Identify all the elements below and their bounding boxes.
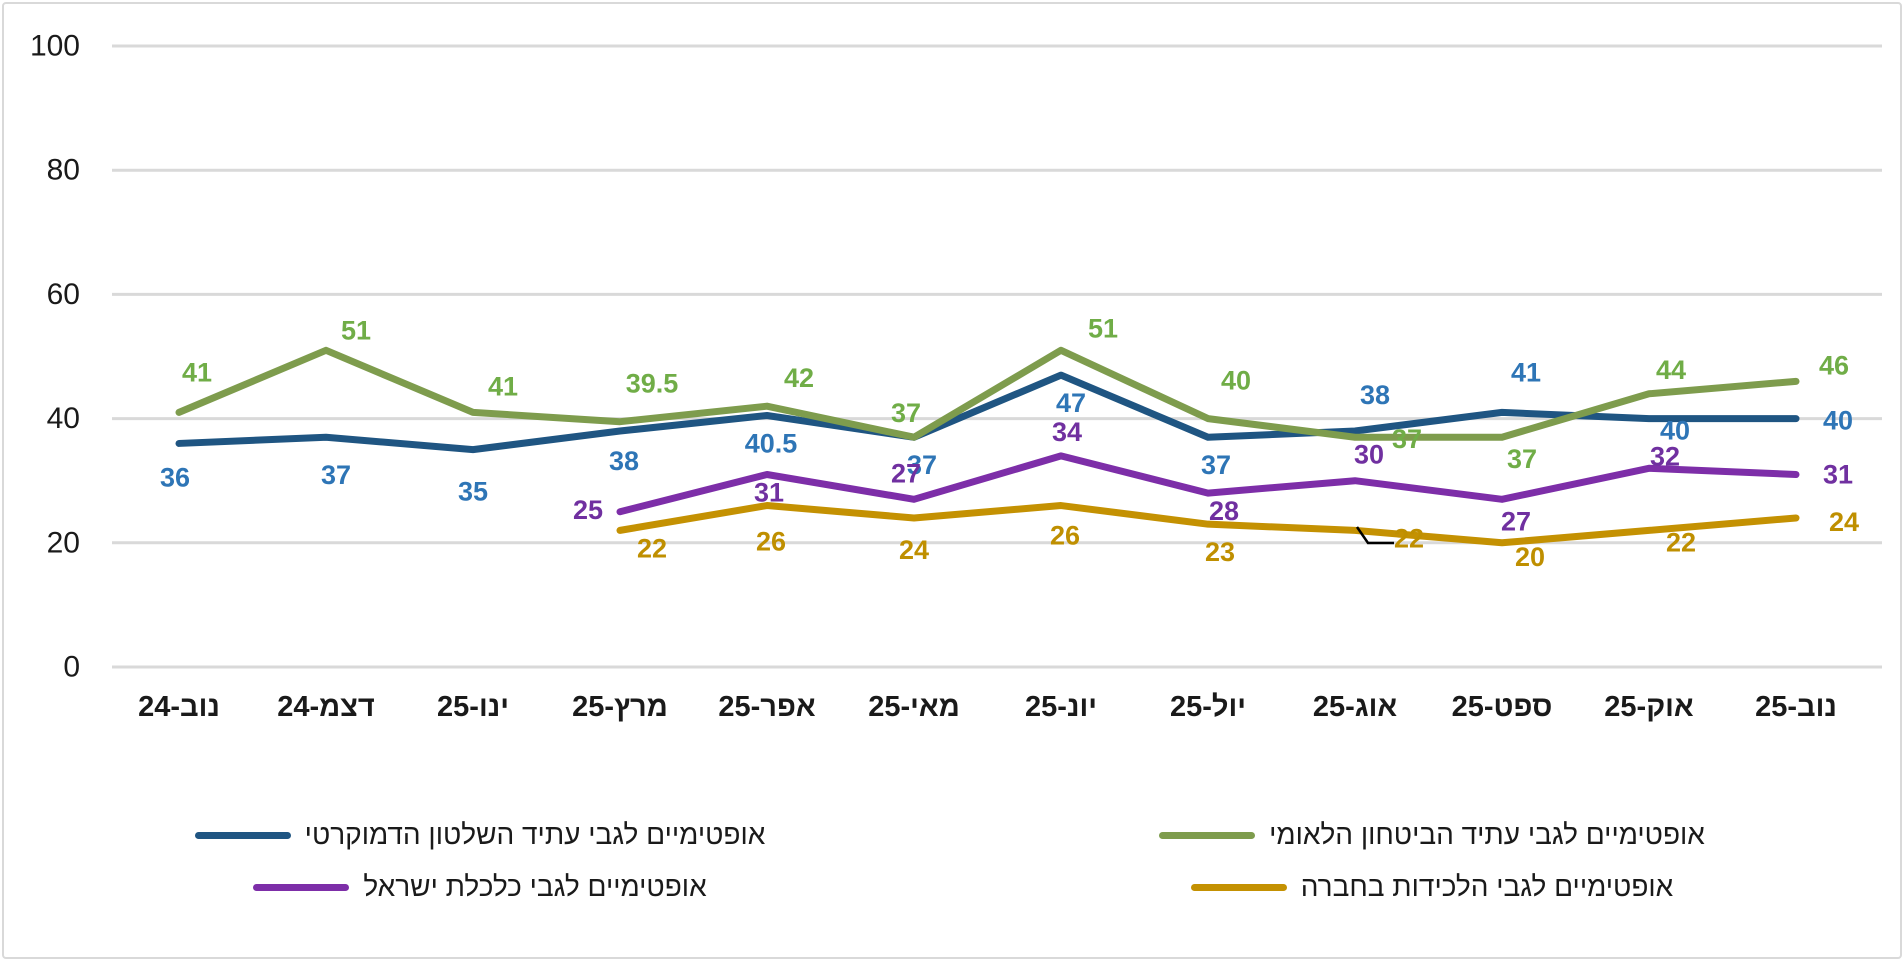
- data-label: 32: [1650, 441, 1680, 471]
- legend-item: אופטימיים לגבי עתיד השלטון הדמוקרטי: [4, 819, 956, 851]
- x-tick-label: מרץ-25: [572, 691, 668, 723]
- y-tick-label: 80: [47, 154, 80, 187]
- data-label: 46: [1819, 350, 1849, 380]
- data-label: 41: [182, 357, 212, 387]
- x-tick-label: ינו-25: [437, 691, 509, 723]
- legend-line-swatch: [253, 883, 350, 891]
- data-label: 22: [1394, 523, 1424, 553]
- data-label: 22: [637, 533, 667, 563]
- data-label: 37: [891, 398, 921, 428]
- data-label: 31: [1823, 459, 1853, 489]
- data-label: 24: [1829, 507, 1859, 537]
- data-label: 51: [1088, 313, 1118, 343]
- x-tick-label: יונ-25: [1025, 691, 1097, 723]
- data-label: 41: [1511, 357, 1541, 387]
- data-label: 37: [1392, 424, 1422, 454]
- data-label: 40: [1660, 416, 1690, 446]
- data-label: 28: [1209, 496, 1239, 526]
- data-label: 44: [1656, 355, 1686, 385]
- legend-label: אופטימיים לגבי עתיד השלטון הדמוקרטי: [304, 819, 766, 850]
- data-label: 39.5: [626, 369, 679, 399]
- legend-line-swatch: [1159, 831, 1256, 839]
- legend-label: אופטימיים לגבי הלכידות בחברה: [1300, 871, 1674, 902]
- data-label: 42: [784, 363, 814, 393]
- data-label: 36: [160, 462, 190, 492]
- legend-item: אופטימיים לגבי עתיד הביטחון הלאומי: [956, 819, 1904, 851]
- legend-label: אופטימיים לגבי עתיד הביטחון הלאומי: [1269, 819, 1705, 850]
- x-tick-label: יול-25: [1170, 691, 1246, 723]
- legend-line-swatch: [1190, 883, 1287, 891]
- x-tick-label: אפר-25: [718, 691, 816, 723]
- data-label: 22: [1666, 527, 1696, 557]
- data-label: 34: [1052, 417, 1082, 447]
- label-leader-line: [1355, 526, 1394, 545]
- data-label: 40: [1823, 406, 1853, 436]
- legend-item: אופטימיים לגבי הלכידות בחברה: [956, 871, 1904, 903]
- data-label: 38: [1360, 380, 1390, 410]
- x-tick-label: דצמ-24: [277, 691, 375, 723]
- data-label: 31: [754, 477, 784, 507]
- data-label: 37: [321, 460, 351, 490]
- chart-legend: אופטימיים לגבי עתיד השלטון הדמוקרטי אופטי…: [4, 819, 1904, 903]
- legend-item: אופטימיים לגבי כלכלת ישראל: [4, 871, 956, 903]
- y-tick-label: 60: [47, 278, 80, 311]
- data-label: 38: [609, 446, 639, 476]
- data-label: 26: [756, 527, 786, 557]
- data-label: 25: [573, 495, 603, 525]
- series-line: [616, 452, 1800, 516]
- data-label: 41: [488, 371, 518, 401]
- data-label: 23: [1205, 537, 1235, 567]
- data-label: 37: [1201, 450, 1231, 480]
- data-label: 47: [1056, 388, 1086, 418]
- x-tick-label: נוב-24: [138, 691, 220, 723]
- data-label: 51: [341, 315, 371, 345]
- data-label: 37: [907, 450, 937, 480]
- series-line: [175, 346, 1800, 441]
- data-label: 26: [1050, 521, 1080, 551]
- x-tick-label: ספט-25: [1452, 691, 1553, 723]
- series-line: [616, 502, 1800, 547]
- y-tick-label: 0: [63, 651, 80, 684]
- x-tick-label: נוב-25: [1755, 691, 1837, 723]
- x-tick-label: מאי-25: [868, 691, 960, 723]
- data-label: 35: [458, 477, 488, 507]
- data-label: 37: [1507, 444, 1537, 474]
- x-tick-label: אוק-25: [1604, 691, 1694, 723]
- data-label: 40.5: [745, 428, 798, 458]
- legend-label: אופטימיים לגבי כלכלת ישראל: [363, 871, 707, 902]
- data-label: 27: [1501, 506, 1531, 536]
- data-label: 27: [891, 458, 921, 488]
- data-label: 20: [1515, 542, 1545, 572]
- y-tick-label: 100: [30, 30, 80, 63]
- x-tick-label: אוג-25: [1313, 691, 1398, 723]
- line-chart-canvas: 0 20 40 60 80 100 נוב-24 דצמ-24 ינו-25 מרץ-25 אפר-…: [30, 30, 1882, 723]
- y-tick-label: 40: [47, 402, 80, 435]
- series-line: [175, 371, 1800, 454]
- data-label: 40: [1221, 366, 1251, 396]
- data-label: 24: [899, 535, 929, 565]
- y-tick-label: 20: [47, 526, 80, 559]
- legend-line-swatch: [194, 831, 291, 839]
- data-label: 30: [1354, 440, 1384, 470]
